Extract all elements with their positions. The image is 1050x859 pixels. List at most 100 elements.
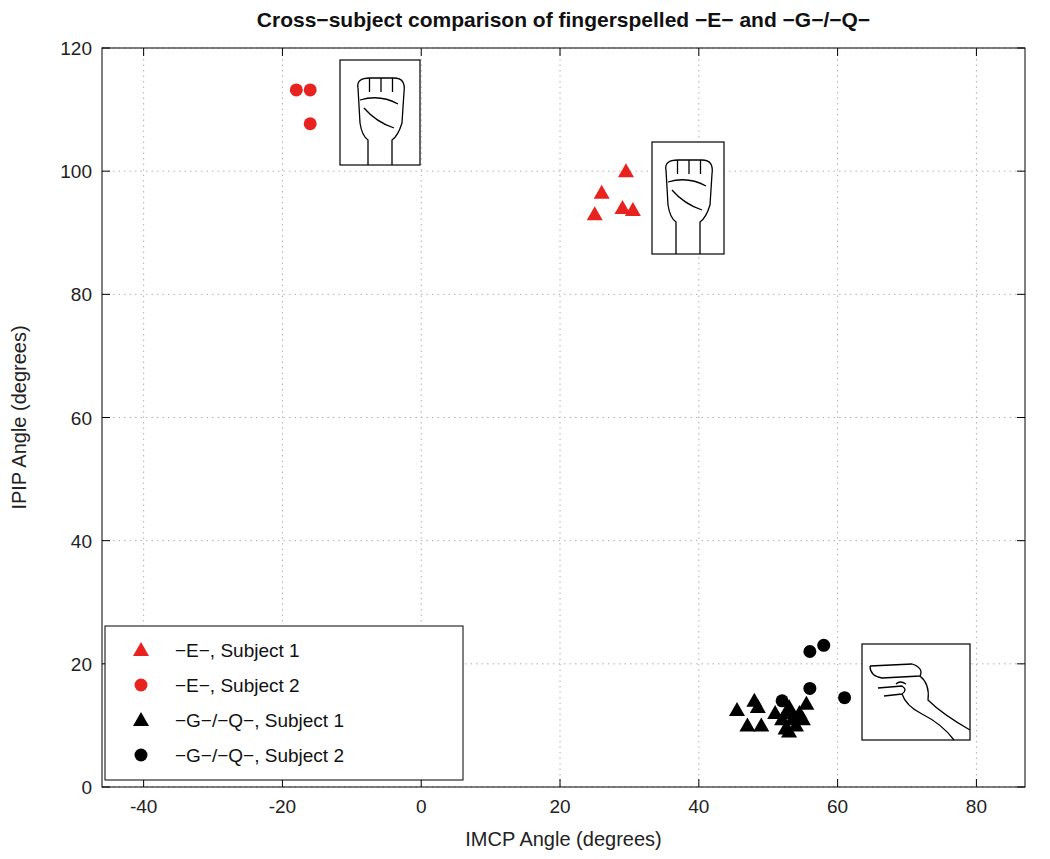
y-tick-label: 20 [71,654,92,675]
tick [837,48,838,56]
legend-label: −E−, Subject 1 [175,640,300,661]
x-tick-label: 80 [966,796,987,817]
legend-marker [135,749,148,762]
point [618,163,634,177]
tick [282,48,283,56]
tick [560,779,561,787]
tick [1017,294,1025,295]
tick [1017,540,1025,541]
hand-stroke [920,676,970,730]
tick [102,171,110,172]
y-tick-label: 60 [71,408,92,429]
series [729,693,814,738]
legend-label: −G−/−Q−, Subject 2 [175,745,344,766]
x-tick-label: 20 [549,796,570,817]
series [290,83,317,130]
title: Cross−subject comparison of fingerspelle… [257,8,870,31]
tick [1017,417,1025,418]
point [587,206,603,220]
hand-illustration [652,142,724,254]
tick [976,48,977,56]
legend-label: −G−/−Q−, Subject 1 [175,710,344,731]
hand-stroke [677,160,678,174]
illustration-frame [862,644,970,740]
legend-marker [133,712,149,726]
tick [976,779,977,787]
legend: −E−, Subject 1 −E−, Subject 2 −G−/−Q−, Sub… [105,626,463,780]
hand-stroke [700,160,701,174]
legend-marker [133,642,149,656]
point [304,83,317,96]
tick [560,48,561,56]
tick [143,48,144,56]
chart: -40-20020406080020406080100120−E−, Subje… [0,0,1050,859]
point [594,185,610,199]
hand-stroke [668,180,706,186]
y-tick-label: 0 [81,777,92,798]
x-axis-label: IMCP Angle (degrees) [465,828,661,850]
legend-box [105,626,463,780]
point [838,691,851,704]
point [304,117,317,130]
x-tick-label: -20 [269,796,296,817]
point [789,713,802,726]
grid-line [102,417,1025,418]
grid-line [102,294,1025,295]
hand-stroke [360,98,398,104]
point [803,682,816,695]
grid-line [837,48,838,787]
hand-stroke [870,664,921,678]
hand-stroke [896,682,906,684]
point [753,717,769,731]
plot-frame [102,48,1025,787]
legend-marker [135,679,148,692]
hand-stroke [380,78,381,92]
hand-stroke [666,160,713,254]
grid-line [102,171,1025,172]
tick [421,48,422,56]
x-tick-label: 0 [416,796,427,817]
tick [698,779,699,787]
point [803,645,816,658]
point [750,699,766,713]
hand-stroke [902,694,954,740]
grid-line [102,540,1025,541]
x-tick-label: 60 [827,796,848,817]
hand-stroke [878,686,905,696]
hand-stroke [688,160,689,174]
tick [837,779,838,787]
tick [698,48,699,56]
tick [102,540,110,541]
tick [102,294,110,295]
legend-label: −E−, Subject 2 [175,675,300,696]
y-tick-label: 100 [60,161,92,182]
point [781,724,797,738]
hand-stroke [369,78,370,92]
series [587,163,641,220]
x-tick-label: -40 [130,796,157,817]
point [739,717,755,731]
y-tick-label: 120 [60,38,92,59]
point [817,639,830,652]
hand-stroke [358,78,405,165]
tick [102,417,110,418]
plot-area [102,48,1025,787]
x-tick-label: 40 [688,796,709,817]
series [776,639,851,726]
point [625,202,641,216]
illustration-frame [340,60,420,165]
hand-stroke [672,190,702,210]
illustration-frame [652,142,724,254]
hand-illustration [862,644,970,740]
point [798,696,814,710]
hand-stroke [392,78,393,92]
tick [1017,663,1025,664]
point [290,83,303,96]
hand-stroke [364,108,394,128]
tick [1017,171,1025,172]
point [729,702,745,716]
y-tick-label: 40 [71,531,92,552]
point [776,694,789,707]
hand-stroke [666,170,676,254]
hand-illustration [340,60,420,165]
